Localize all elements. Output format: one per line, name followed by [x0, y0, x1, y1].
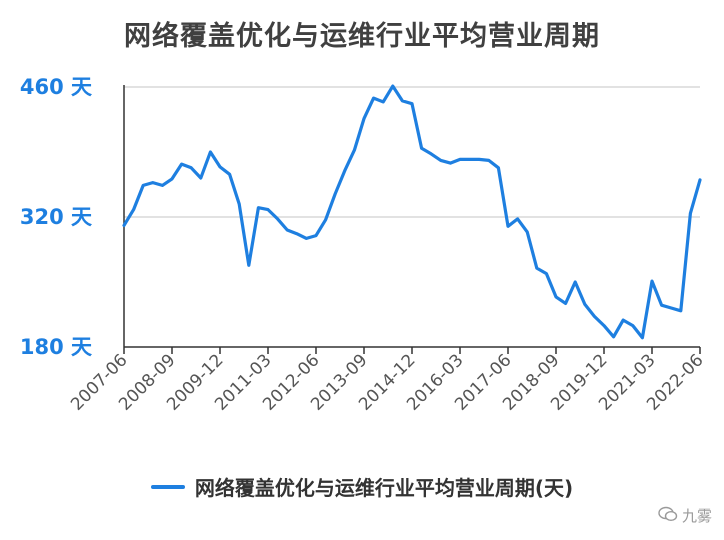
data-point [305, 237, 308, 240]
data-point [382, 100, 385, 104]
watermark: 九雾 [658, 505, 712, 526]
chart-title: 网络覆盖优化与运维行业平均营业周期 [124, 21, 600, 52]
data-point [151, 181, 154, 184]
y-tick-label: 460 天 [20, 75, 93, 99]
data-point [458, 158, 462, 161]
data-point [506, 225, 510, 228]
data-point [122, 224, 126, 227]
data-point [334, 192, 337, 195]
data-point [430, 152, 433, 156]
data-point [209, 150, 212, 154]
data-point [353, 148, 356, 152]
data-point [602, 324, 606, 327]
data-point [583, 303, 586, 306]
data-point [660, 304, 663, 307]
data-point [247, 264, 250, 267]
data-point [545, 272, 548, 275]
data-point [180, 162, 183, 166]
data-point [343, 169, 346, 172]
data-point [670, 306, 673, 310]
data-point [631, 324, 634, 327]
data-point [218, 165, 222, 169]
y-tick-label: 180 天 [20, 335, 93, 359]
y-tick-label: 320 天 [20, 205, 93, 229]
data-point [199, 176, 202, 180]
data-point [276, 217, 279, 221]
data-point [612, 335, 615, 338]
data-point [478, 158, 481, 161]
wechat-icon [658, 506, 678, 526]
data-point [401, 99, 404, 103]
series-line [122, 84, 702, 340]
data-point [516, 217, 519, 221]
data-point [487, 159, 490, 162]
data-point [238, 202, 241, 206]
data-point [286, 228, 289, 232]
data-point [228, 173, 231, 176]
data-point [564, 302, 567, 305]
data-point [679, 309, 682, 312]
data-point [410, 102, 414, 105]
data-point [391, 84, 394, 88]
grid-lines [124, 86, 700, 218]
data-point [362, 117, 366, 120]
legend-swatch [150, 484, 185, 489]
data-point [574, 280, 577, 284]
data-point [161, 184, 164, 187]
watermark-text: 九雾 [681, 507, 712, 525]
data-point [324, 218, 327, 221]
data-point [526, 230, 529, 234]
data-point [420, 147, 423, 150]
data-point [554, 295, 558, 299]
data-point [439, 159, 442, 162]
data-point [295, 232, 298, 235]
data-point [170, 177, 174, 181]
data-point [468, 158, 471, 161]
data-point [622, 318, 625, 322]
axes [123, 85, 701, 354]
data-point [266, 208, 270, 211]
data-point [372, 96, 375, 100]
y-tick-labels: 180 天 320 天 460 天 [20, 75, 93, 359]
data-point [257, 206, 260, 209]
data-point [142, 184, 145, 187]
data-point [650, 279, 654, 283]
data-point [132, 208, 135, 211]
data-point [449, 161, 452, 165]
series-layer [122, 84, 702, 340]
legend-label: 网络覆盖优化与运维行业平均营业周期(天) [194, 476, 574, 500]
data-point [314, 234, 318, 237]
data-point [497, 166, 500, 169]
data-point [689, 212, 692, 215]
data-point [641, 336, 644, 339]
data-point [190, 166, 193, 169]
data-point [593, 315, 596, 318]
x-tick-labels: 2007-062008-092009-122011-032012-062013-… [67, 350, 707, 414]
legend: 网络覆盖优化与运维行业平均营业周期(天) [0, 472, 724, 501]
data-point [698, 178, 702, 182]
data-point [535, 266, 538, 270]
